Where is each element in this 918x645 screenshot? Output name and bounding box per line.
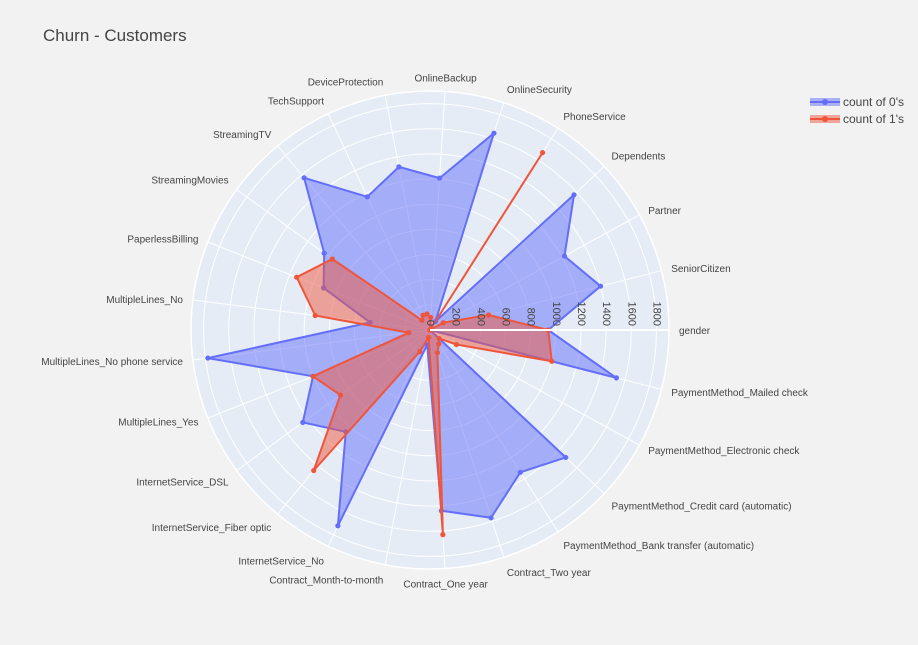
category-label: PaymentMethod_Electronic check bbox=[648, 446, 800, 457]
angular-gridline bbox=[384, 329, 431, 565]
radial-tick-label: 1000 bbox=[550, 302, 562, 326]
legend[interactable]: count of 0's count of 1's bbox=[810, 95, 904, 126]
data-point[interactable] bbox=[563, 454, 569, 461]
data-point[interactable] bbox=[434, 350, 440, 356]
radial-tick-label: 1800 bbox=[651, 302, 663, 326]
data-point[interactable] bbox=[436, 336, 442, 342]
data-point[interactable] bbox=[453, 341, 460, 348]
category-label: Contract_Two year bbox=[507, 568, 592, 579]
data-point[interactable] bbox=[549, 358, 555, 364]
data-point[interactable] bbox=[571, 192, 577, 198]
radial-tick-label: 1200 bbox=[575, 302, 587, 326]
category-label: SeniorCitizen bbox=[671, 264, 730, 275]
data-point[interactable] bbox=[337, 392, 344, 398]
category-label: PaymentMethod_Mailed check bbox=[671, 388, 809, 399]
data-point[interactable] bbox=[436, 341, 442, 347]
data-point[interactable] bbox=[485, 312, 492, 318]
data-point[interactable] bbox=[428, 314, 434, 321]
chart-title: Churn - Customers bbox=[43, 26, 187, 45]
category-label: PaymentMethod_Credit card (automatic) bbox=[612, 502, 792, 513]
category-label: MultipleLines_Yes bbox=[118, 418, 198, 429]
data-point[interactable] bbox=[310, 373, 316, 379]
data-point[interactable] bbox=[311, 467, 317, 474]
data-point[interactable] bbox=[329, 256, 335, 262]
data-point[interactable] bbox=[425, 334, 432, 341]
radial-tick-label: 600 bbox=[500, 308, 512, 326]
category-label: OnlineBackup bbox=[414, 74, 477, 85]
category-label: PaperlessBilling bbox=[127, 234, 198, 245]
category-label: TechSupport bbox=[268, 97, 324, 108]
data-point[interactable] bbox=[597, 283, 604, 289]
radial-tick-label: 1400 bbox=[600, 302, 612, 326]
data-point[interactable] bbox=[300, 419, 306, 426]
data-point[interactable] bbox=[406, 330, 412, 336]
category-label: InternetService_DSL bbox=[136, 477, 229, 488]
category-label: PaymentMethod_Bank transfer (automatic) bbox=[563, 541, 754, 552]
data-point[interactable] bbox=[420, 312, 426, 318]
angular-axis-labels: gender SeniorCitizen Partner Dependents Phon… bbox=[41, 74, 809, 591]
data-point[interactable] bbox=[436, 175, 443, 181]
radial-tick-label: 800 bbox=[525, 308, 537, 326]
legend-label: count of 1's bbox=[843, 112, 904, 126]
category-label: Contract_Month-to-month bbox=[269, 576, 383, 587]
data-point[interactable] bbox=[205, 355, 211, 361]
data-point[interactable] bbox=[294, 274, 300, 280]
data-point[interactable] bbox=[613, 375, 620, 381]
radial-tick-label: 0 bbox=[424, 320, 436, 326]
category-label: OnlineSecurity bbox=[507, 85, 572, 96]
legend-item-1[interactable]: count of 0's bbox=[810, 95, 904, 109]
data-point[interactable] bbox=[417, 349, 423, 355]
data-point[interactable] bbox=[396, 164, 402, 170]
category-label: MultipleLines_No phone service bbox=[41, 357, 183, 368]
category-label: DeviceProtection bbox=[308, 77, 384, 88]
data-point[interactable] bbox=[491, 130, 497, 136]
category-label: gender bbox=[679, 326, 711, 337]
data-point[interactable] bbox=[364, 194, 370, 200]
category-label: InternetService_Fiber optic bbox=[152, 523, 272, 534]
series-2 bbox=[294, 150, 555, 538]
radial-tick-label: 200 bbox=[449, 308, 461, 326]
data-point[interactable] bbox=[419, 317, 425, 323]
legend-item-2[interactable]: count of 1's bbox=[810, 112, 904, 126]
angular-gridline bbox=[429, 329, 640, 446]
radial-tick-label: 400 bbox=[474, 308, 486, 326]
data-point[interactable] bbox=[517, 469, 523, 475]
data-point[interactable] bbox=[335, 523, 341, 529]
category-label: Contract_One year bbox=[403, 580, 488, 591]
legend-marker bbox=[822, 99, 828, 105]
radial-axis: 0 200 400 600 800 1000 1200 1400 1600 1800 bbox=[424, 302, 669, 331]
radial-tick-label: 1600 bbox=[625, 302, 637, 326]
data-point[interactable] bbox=[440, 532, 446, 538]
category-label: PhoneService bbox=[563, 112, 626, 123]
data-point[interactable] bbox=[488, 515, 494, 521]
legend-label: count of 0's bbox=[843, 95, 904, 109]
data-point[interactable] bbox=[539, 150, 546, 156]
category-label: Partner bbox=[648, 206, 681, 217]
category-label: MultipleLines_No bbox=[106, 295, 183, 306]
series-layer bbox=[205, 130, 620, 538]
data-point[interactable] bbox=[321, 250, 327, 256]
category-label: InternetService_No bbox=[238, 556, 324, 567]
data-point[interactable] bbox=[312, 312, 318, 319]
category-label: Dependents bbox=[612, 152, 666, 163]
category-label: StreamingTV bbox=[213, 130, 272, 141]
category-label: StreamingMovies bbox=[151, 176, 228, 187]
data-point[interactable] bbox=[561, 253, 568, 259]
legend-marker bbox=[822, 116, 828, 122]
data-point[interactable] bbox=[440, 320, 446, 326]
data-point[interactable] bbox=[301, 175, 307, 181]
